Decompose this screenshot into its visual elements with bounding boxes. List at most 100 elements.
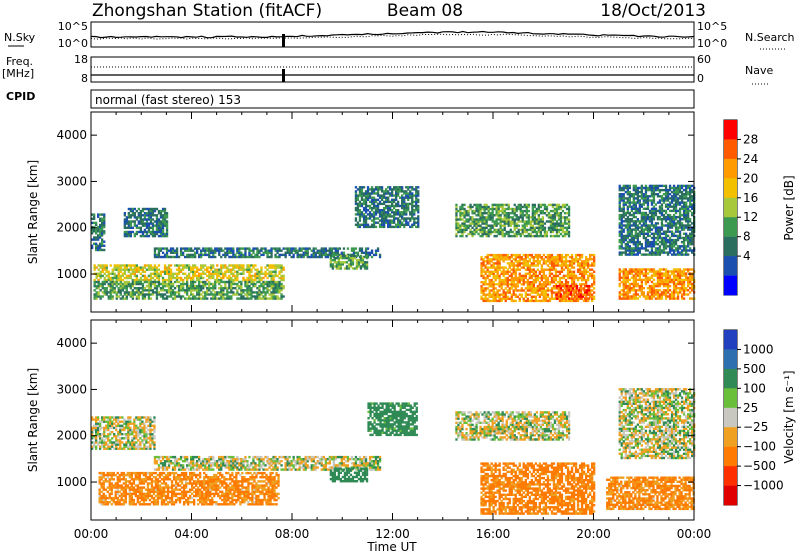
data-cell [360, 188, 364, 191]
data-cell [540, 268, 543, 271]
data-cell [179, 282, 183, 286]
data-cell [551, 222, 555, 225]
data-cell [256, 293, 259, 296]
data-cell [494, 293, 497, 296]
data-cell [581, 295, 585, 298]
data-cell [674, 207, 678, 210]
data-cell [455, 226, 458, 229]
data-cell [632, 205, 635, 208]
data-cell [248, 268, 251, 271]
data-cell [622, 215, 625, 219]
data-cell [165, 295, 169, 298]
data-cell [280, 289, 283, 292]
data-cell [551, 214, 555, 217]
data-cell [630, 247, 633, 250]
data-cell [563, 234, 567, 238]
data-cell [563, 218, 567, 221]
data-cell [177, 293, 181, 296]
data-cell [198, 293, 201, 296]
data-cell [202, 282, 205, 286]
data-cell [490, 281, 493, 284]
data-cell [668, 186, 672, 190]
data-cell [516, 266, 519, 269]
data-cell [664, 224, 668, 227]
data-cell [515, 205, 518, 209]
data-cell [246, 291, 249, 294]
data-cell [674, 274, 678, 277]
data-cell [624, 243, 627, 246]
data-cell [234, 266, 237, 269]
data-cell [559, 232, 563, 236]
data-cell [175, 268, 179, 271]
data-cell [567, 232, 571, 236]
data-cell [680, 205, 684, 208]
data-cell [194, 272, 197, 275]
data-cell [676, 280, 680, 284]
data-cell [131, 291, 134, 294]
data-cell [145, 280, 149, 284]
data-cell [626, 287, 629, 290]
data-cell [383, 196, 386, 199]
data-cell [552, 276, 556, 280]
data-cell [228, 276, 231, 280]
data-cell [664, 197, 668, 200]
data-cell [648, 188, 652, 192]
data-cell [105, 270, 108, 273]
data-cell [505, 230, 508, 234]
data-cell [664, 243, 668, 246]
data-cell [624, 234, 627, 238]
data-cell [204, 253, 207, 257]
data-cell [477, 224, 480, 227]
data-cell [587, 260, 590, 263]
data-cell [618, 188, 621, 192]
data-cell [137, 291, 140, 294]
data-cell [691, 278, 694, 282]
data-cell [648, 297, 652, 300]
data-cell [644, 195, 648, 198]
data-cell [334, 247, 337, 250]
data-cell [556, 274, 560, 278]
data-cell [499, 214, 502, 217]
data-cell [167, 268, 171, 271]
data-cell [646, 230, 650, 233]
data-cell [484, 266, 487, 269]
data-cell [157, 268, 161, 271]
data-cell [528, 289, 531, 292]
data-cell [533, 222, 536, 225]
data-cell [656, 295, 660, 298]
data-cell [501, 205, 504, 209]
data-cell [500, 258, 503, 261]
data-cell [214, 291, 217, 294]
data-cell [329, 259, 332, 262]
data-cell [397, 219, 400, 222]
data-cell [510, 281, 513, 284]
data-cell [676, 197, 680, 200]
data-cell [182, 278, 185, 282]
data-cell [516, 256, 519, 259]
data-cell [268, 289, 271, 292]
data-cell [589, 274, 592, 278]
data-cell [539, 234, 542, 238]
data-cell [624, 238, 627, 242]
data-cell [365, 263, 369, 266]
data-cell [488, 274, 491, 278]
data-cell [656, 278, 660, 282]
data-cell [258, 280, 261, 284]
data-cell [198, 282, 201, 286]
data-cell [650, 193, 654, 196]
data-cell [571, 293, 575, 296]
data-cell [135, 287, 138, 290]
data-cell [670, 197, 674, 200]
data-cell [258, 293, 261, 296]
data-cell [543, 232, 547, 236]
data-cell [652, 184, 656, 188]
data-cell [568, 270, 572, 273]
data-cell [208, 247, 211, 250]
data-cell [204, 297, 207, 300]
data-cell [632, 197, 635, 200]
data-cell [360, 186, 364, 189]
data-cell [302, 247, 305, 250]
data-cell [593, 264, 596, 267]
data-cell [208, 253, 211, 257]
data-cell [190, 249, 193, 252]
